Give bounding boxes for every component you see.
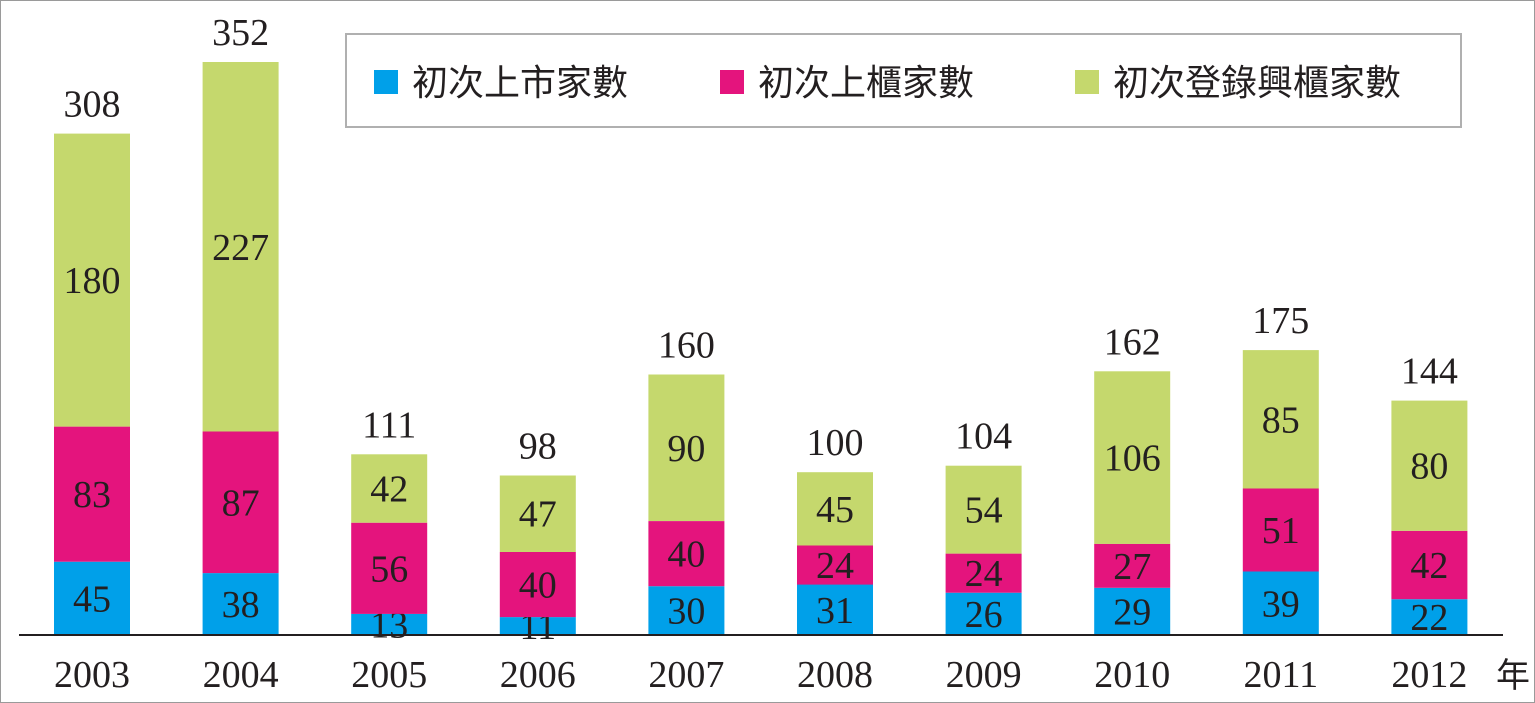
bar-segment	[351, 454, 428, 523]
data-label: 27	[1113, 546, 1151, 588]
legend-label: 初次上櫃家數	[758, 63, 974, 104]
data-label: 227	[212, 227, 269, 269]
x-axis-ticks: 2003 2004 2005 2006 2007 2008 2009 2010 2011 2012	[54, 654, 1467, 696]
legend-box	[345, 33, 1462, 128]
bar-segment	[1242, 350, 1319, 489]
data-label: 56	[370, 548, 408, 590]
bar-segment	[1242, 571, 1319, 635]
total-label: 111	[362, 404, 416, 446]
total-label: 308	[64, 84, 121, 126]
total-label: 162	[1104, 321, 1161, 363]
bar-segment	[1094, 371, 1171, 544]
data-label: 87	[222, 482, 260, 524]
bar-segment	[1391, 599, 1468, 635]
data-label: 47	[519, 494, 557, 536]
legend-swatch	[1075, 70, 1099, 94]
bar-segment	[202, 573, 279, 635]
data-label: 24	[816, 545, 854, 587]
x-tick-label: 2010	[1094, 654, 1170, 696]
bar-segment	[1094, 587, 1171, 635]
legend-label: 初次登錄興櫃家數	[1113, 63, 1401, 104]
bar-segment	[797, 584, 873, 635]
total-label: 104	[955, 416, 1012, 458]
data-label: 38	[222, 584, 260, 626]
data-label: 42	[1410, 545, 1448, 587]
data-label: 90	[667, 428, 705, 470]
x-tick-label: 2012	[1391, 654, 1467, 696]
data-label: 24	[965, 553, 1003, 595]
data-label: 30	[667, 591, 705, 633]
bar-segment	[648, 521, 725, 587]
legend-label: 初次上市家數	[412, 63, 628, 104]
data-label: 80	[1410, 446, 1448, 488]
x-tick-label: 2006	[500, 654, 576, 696]
legend: 初次上市家數 初次上櫃家數 初次登錄興櫃家數	[345, 33, 1462, 128]
bar-segment	[648, 586, 725, 635]
bar-segment	[351, 522, 428, 614]
x-axis-unit: 年	[1496, 656, 1530, 696]
data-label: 83	[73, 474, 111, 516]
data-label: 31	[816, 590, 854, 632]
bar-segment	[499, 552, 576, 618]
data-label: 54	[965, 490, 1003, 532]
data-label: 40	[667, 534, 705, 576]
total-label: 144	[1401, 351, 1458, 393]
x-tick-label: 2004	[203, 654, 279, 696]
data-label: 40	[519, 565, 557, 607]
bar-segment	[351, 613, 428, 635]
data-label: 45	[816, 489, 854, 531]
bar-segment	[797, 472, 873, 546]
bar-segment	[1391, 400, 1468, 531]
data-label: 106	[1104, 438, 1161, 480]
x-tick-label: 2007	[648, 654, 724, 696]
bar-segment	[945, 553, 1022, 593]
x-tick-label: 2005	[351, 654, 427, 696]
bars: 4583180308388722735213564211111404798304…	[54, 12, 1468, 648]
bar-segment	[202, 431, 279, 574]
x-tick-label: 2008	[797, 654, 873, 696]
bar-segment	[945, 592, 1022, 635]
total-label: 100	[807, 422, 864, 464]
legend-swatch	[720, 70, 744, 94]
bar-segment	[797, 545, 873, 585]
data-label: 180	[64, 260, 121, 302]
data-label: 22	[1410, 597, 1448, 639]
x-tick-label: 2009	[946, 654, 1022, 696]
bar-segment	[1391, 530, 1468, 600]
data-label: 85	[1262, 399, 1300, 441]
bar-segment	[54, 426, 130, 562]
data-label: 39	[1262, 583, 1300, 625]
data-label: 29	[1113, 591, 1151, 633]
bar-segment	[648, 374, 725, 521]
bar-segment	[499, 617, 576, 635]
total-label: 175	[1252, 300, 1309, 342]
x-tick-label: 2011	[1244, 654, 1319, 696]
bar-segment	[1094, 543, 1171, 588]
data-label: 51	[1262, 510, 1300, 552]
data-label: 42	[370, 469, 408, 511]
bar-segment	[54, 561, 130, 635]
bar-segment	[1242, 488, 1319, 572]
data-label: 26	[965, 594, 1003, 636]
total-label: 98	[519, 426, 557, 468]
bar-segment	[202, 62, 279, 432]
bar-segment	[54, 133, 130, 427]
data-label: 45	[73, 578, 111, 620]
total-label: 160	[658, 325, 715, 367]
bar-segment	[499, 475, 576, 552]
total-label: 352	[212, 12, 269, 54]
x-tick-label: 2003	[54, 654, 130, 696]
legend-swatch	[374, 70, 398, 94]
bar-segment	[945, 465, 1022, 554]
